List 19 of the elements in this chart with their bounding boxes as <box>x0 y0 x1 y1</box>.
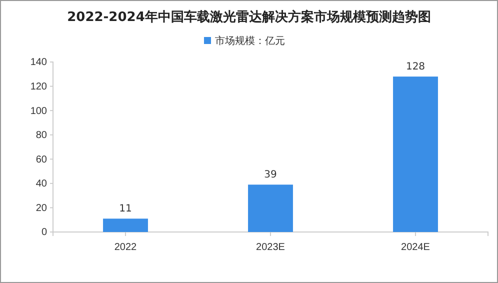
data-label: 39 <box>264 170 277 181</box>
bar <box>393 76 438 232</box>
y-tick-label: 100 <box>30 106 48 117</box>
data-label: 128 <box>406 62 426 73</box>
y-tick-label: 80 <box>36 130 48 142</box>
y-tick-label: 140 <box>30 57 48 68</box>
x-tick-label: 2024E <box>401 242 430 253</box>
chart-title: 2022-2024年中国车载激光雷达解决方案市场规模预测趋势图 <box>67 9 431 25</box>
bar <box>248 184 293 232</box>
y-tick-label: 0 <box>41 227 48 238</box>
legend-label: 市场规模：亿元 <box>215 35 285 47</box>
y-tick-label: 120 <box>30 81 48 92</box>
x-tick-label: 2023E <box>256 242 286 253</box>
bar <box>103 218 148 232</box>
y-tick-label: 20 <box>36 202 48 214</box>
y-tick-label: 40 <box>36 178 48 190</box>
x-tick-label: 2022 <box>114 242 138 253</box>
data-label: 11 <box>119 204 132 215</box>
y-tick-label: 60 <box>36 154 48 166</box>
